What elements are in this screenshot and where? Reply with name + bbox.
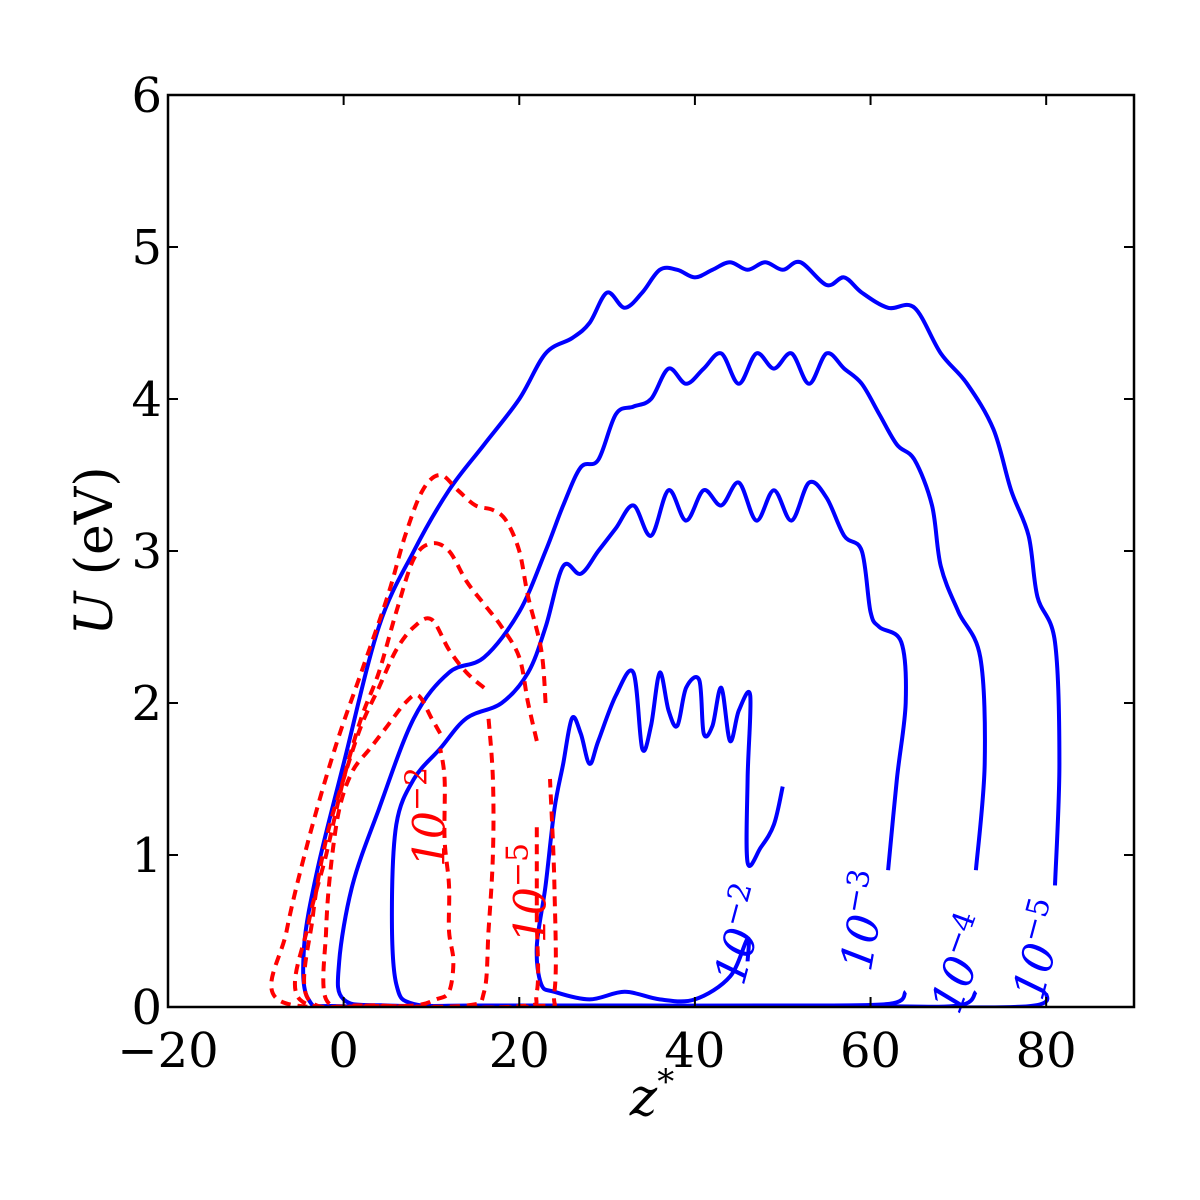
contour-blue-1e-2 — [534, 668, 785, 1004]
contour-label-blue-1e-3: 10−3 — [826, 866, 899, 974]
contour-label-blue-1e-2: 10−2 — [700, 879, 780, 990]
y-tick-label-6: 6 — [131, 68, 162, 124]
x-axis-label: z* — [629, 1062, 674, 1128]
contour-label-blue-1e-4: 10−4 — [916, 907, 1003, 1020]
y-axis-label: U (eV) — [65, 466, 125, 635]
y-tick-label-0: 0 — [131, 980, 162, 1036]
y-tick-label-4: 4 — [131, 372, 162, 428]
contour-red-1e-2 — [321, 692, 456, 1007]
y-tick-label-2: 2 — [131, 676, 162, 732]
x-tick-label-1: 0 — [328, 1023, 359, 1079]
contour-label-red-1e-5: 10−5 — [501, 843, 557, 943]
x-tick-label-4: 60 — [840, 1023, 901, 1079]
y-tick-label-1: 1 — [131, 828, 162, 884]
contour-lines — [269, 259, 1062, 1007]
contour-red-mid — [302, 616, 496, 1007]
contour-blue-1e-3 — [389, 479, 908, 1007]
plot-frame — [166, 93, 1136, 1009]
contour-blue-1e-5 — [301, 259, 1062, 1007]
contour-label-red-1e-2: 10−2 — [400, 767, 456, 867]
y-tick-label-5: 5 — [131, 220, 162, 276]
contour-label-blue-1e-5: 10−5 — [999, 894, 1079, 1005]
contour-labels: 10−210−310−410−510−210−5 — [400, 767, 1079, 1020]
y-tick-label-3: 3 — [131, 524, 162, 580]
x-tick-label-5: 80 — [1016, 1023, 1077, 1079]
x-tick-label-0: −20 — [117, 1023, 218, 1079]
x-tick-label-2: 20 — [489, 1023, 550, 1079]
x-tick-label-3: 40 — [664, 1023, 725, 1079]
